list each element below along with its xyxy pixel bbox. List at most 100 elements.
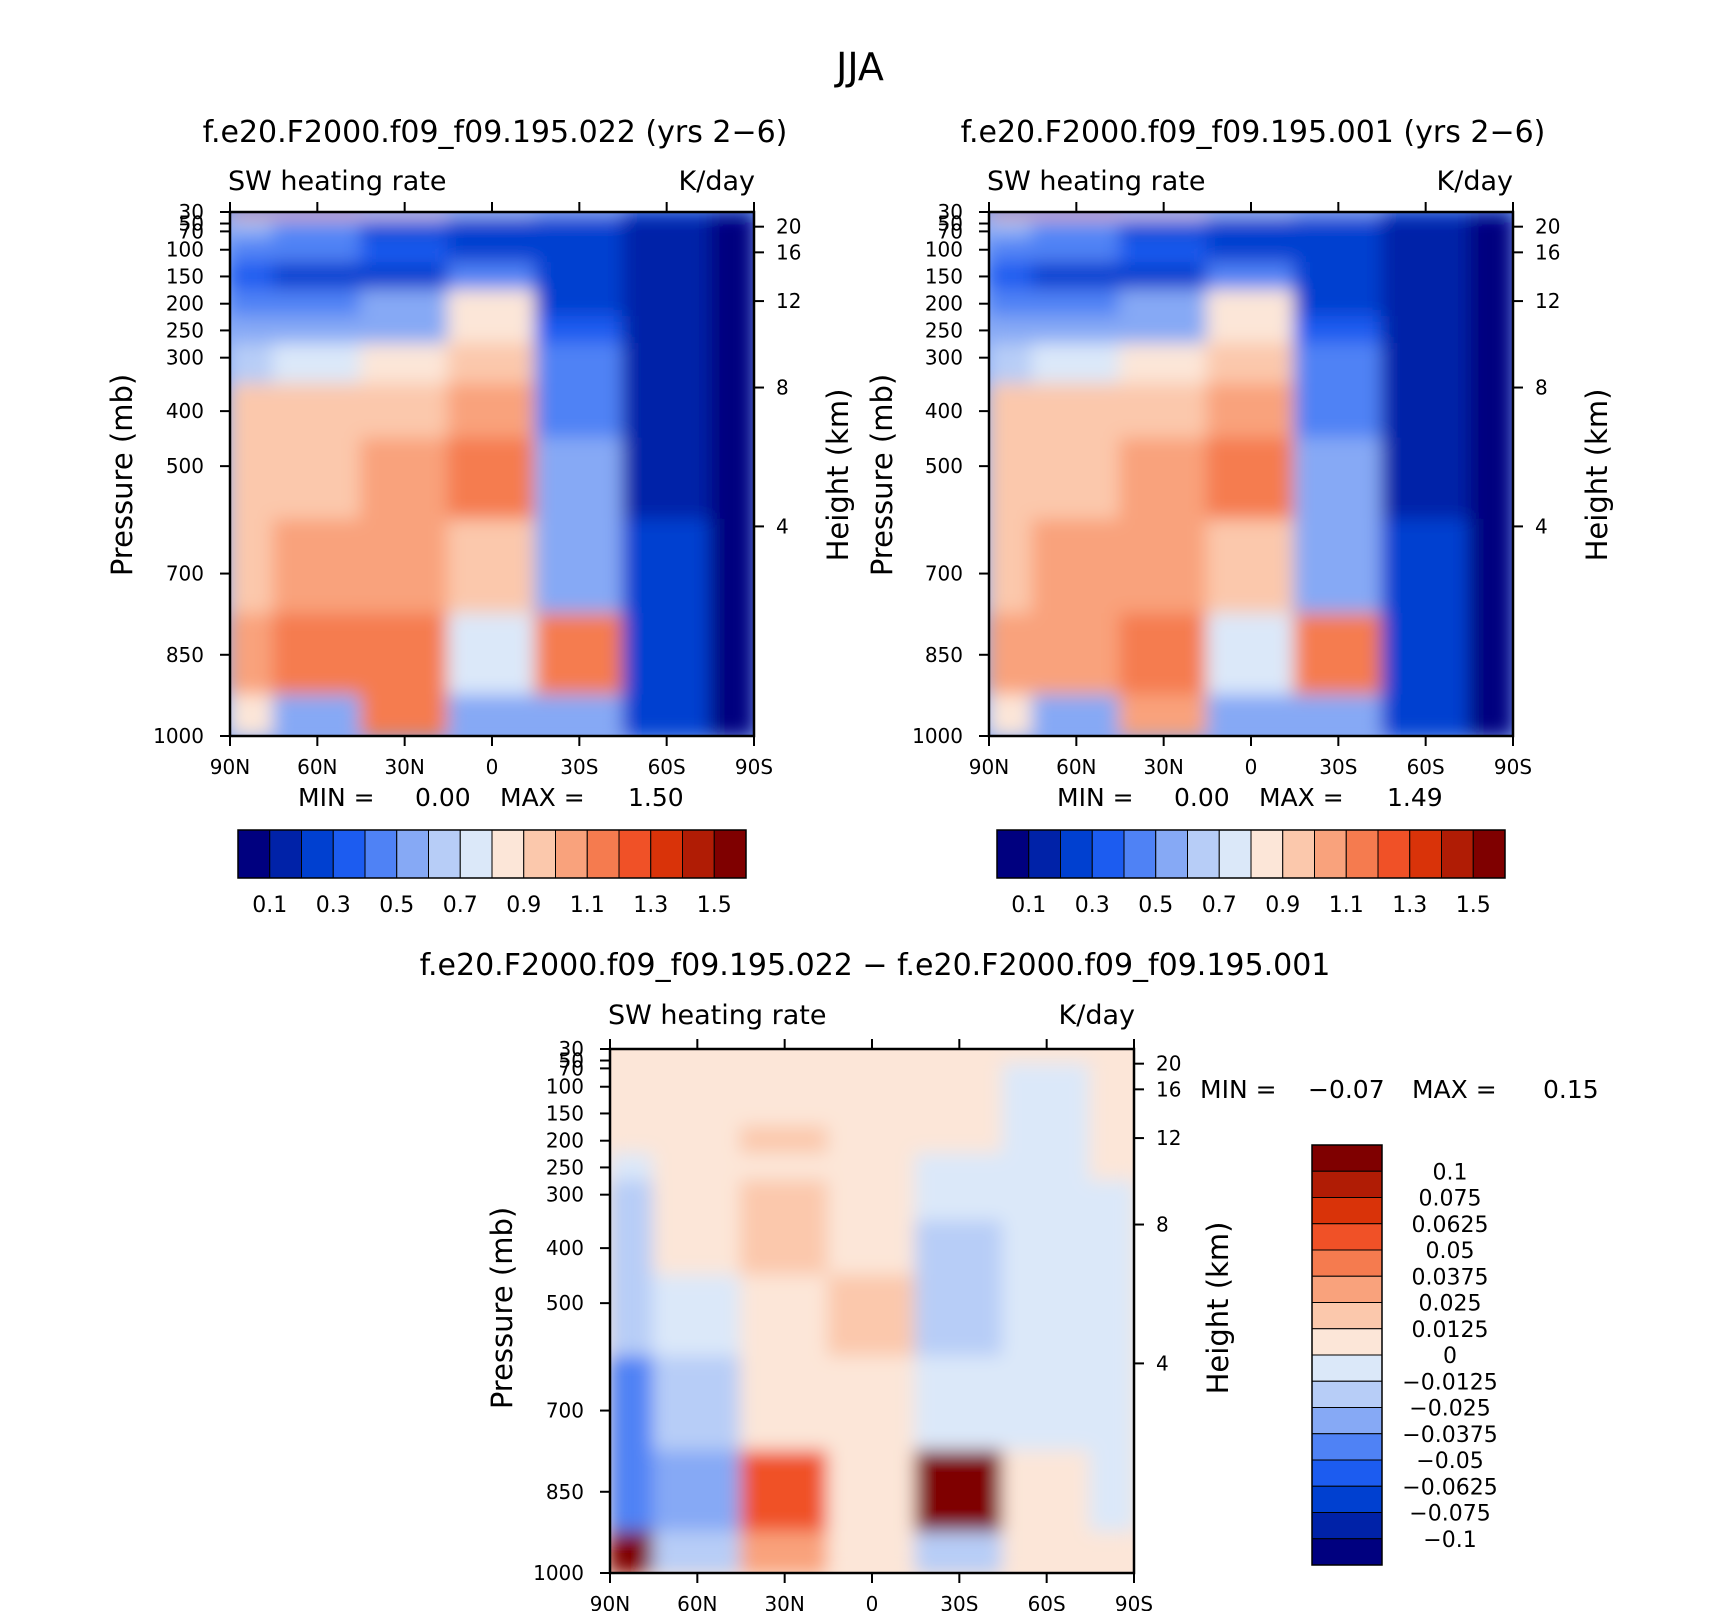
- x-tick-label: 90S: [735, 755, 773, 779]
- colorbar-swatch: [364, 829, 398, 879]
- heatmap-cell: [610, 1153, 655, 1183]
- heatmap-cell: [1381, 343, 1471, 386]
- height-tick-label: 12: [1535, 289, 1560, 313]
- y-tick-label: 300: [925, 346, 963, 370]
- heatmap-cell: [622, 694, 712, 736]
- x-tick-label: 90S: [1494, 755, 1532, 779]
- heatmap-cell: [230, 343, 275, 386]
- heatmap-cell: [1002, 1274, 1092, 1358]
- colorbar-label: 1.5: [697, 893, 732, 918]
- heatmap-cell: [1468, 212, 1513, 219]
- heatmap-cell: [652, 1180, 742, 1223]
- heatmap-cell: [989, 226, 1034, 242]
- y-tick-label: 400: [166, 399, 204, 423]
- colorbar-swatch: [1472, 829, 1506, 879]
- heatmap-cell: [1089, 1099, 1134, 1129]
- heatmap-cell: [709, 613, 754, 697]
- x-tick-label: 30S: [560, 755, 598, 779]
- heatmap-cell: [1002, 1531, 1092, 1573]
- heatmap-cell: [447, 437, 537, 521]
- panel-exp-001: f.e20.F2000.f09_f09.195.001 (yrs 2−6) SW…: [865, 115, 1614, 918]
- heatmap-cell: [740, 1153, 830, 1183]
- heatmap-cell: [1002, 1049, 1092, 1056]
- colorbar-label: −0.075: [1409, 1502, 1490, 1527]
- colorbar-label: 0.0625: [1412, 1213, 1489, 1238]
- heatmap-cell: [360, 518, 450, 616]
- heatmap-cell: [1206, 262, 1296, 292]
- heatmap-cell: [272, 316, 362, 346]
- heatmap-cell: [989, 613, 1034, 697]
- panel-title: f.e20.F2000.f09_f09.195.022 − f.e20.F200…: [420, 948, 1331, 983]
- panel-difference: f.e20.F2000.f09_f09.195.022 − f.e20.F200…: [420, 948, 1599, 1615]
- heatmap-cell: [622, 212, 712, 219]
- heatmap-cell: [1002, 1450, 1092, 1534]
- heatmap-cell: [610, 1099, 655, 1129]
- heatmap-cell: [360, 613, 450, 697]
- panel-exp-022: f.e20.F2000.f09_f09.195.022 (yrs 2−6) SW…: [105, 115, 855, 918]
- heatmap-cell: [1089, 1153, 1134, 1183]
- heatmap-cell: [1293, 613, 1383, 697]
- heatmap-cell: [827, 1274, 917, 1358]
- heatmap-cell: [622, 383, 712, 440]
- heatmap-cell: [1293, 216, 1383, 229]
- colorbar-swatch: [1311, 1170, 1383, 1198]
- x-tick-label: 90S: [1115, 1592, 1153, 1611]
- max-value: 1.50: [628, 783, 684, 812]
- x-tick-label: 90N: [210, 755, 250, 779]
- x-tick-label: 30S: [940, 1592, 978, 1611]
- heatmap-cell: [1002, 1063, 1092, 1079]
- colorbar-label: 1.3: [633, 893, 668, 918]
- heatmap-cell: [1468, 613, 1513, 697]
- heatmap-cell: [1468, 262, 1513, 292]
- heatmap-cell: [1381, 694, 1471, 736]
- heatmap-cell: [1468, 316, 1513, 346]
- heatmap-cell: [1089, 1049, 1134, 1056]
- heatmap-cell: [360, 343, 450, 386]
- height-tick-label: 16: [1156, 1077, 1181, 1101]
- colorbar-label: 0.5: [379, 893, 414, 918]
- heatmap-cell: [534, 316, 624, 346]
- heatmap-cell: [272, 518, 362, 616]
- x-tick-label: 60S: [1407, 755, 1445, 779]
- heatmap-cell: [1119, 437, 1209, 521]
- heatmap-cell: [1031, 239, 1121, 265]
- heatmap-cell: [914, 1076, 1004, 1102]
- heatmap-cell: [1206, 613, 1296, 697]
- y-tick-label: 250: [925, 318, 963, 342]
- heatmap-cell: [1089, 1063, 1134, 1079]
- heatmap-cell: [1206, 383, 1296, 440]
- y-tick-label: 700: [166, 562, 204, 586]
- heatmap-cell: [1031, 216, 1121, 229]
- heatmap-cell: [272, 343, 362, 386]
- colorbar-swatch: [1345, 829, 1379, 879]
- heatmap-cell: [230, 613, 275, 697]
- heatmap-cell: [652, 1274, 742, 1358]
- colorbar-swatch: [1311, 1223, 1383, 1251]
- x-tick-label: 90N: [590, 1592, 630, 1611]
- min-label: MIN =: [1200, 1075, 1277, 1104]
- heatmap-cell: [534, 216, 624, 229]
- heatmap-cell: [1002, 1126, 1092, 1156]
- heatmap-cell: [622, 216, 712, 229]
- heatmap-cell: [989, 694, 1034, 736]
- heatmap-cell: [610, 1126, 655, 1156]
- heatmap-cell: [740, 1450, 830, 1534]
- y-tick-label: 150: [925, 264, 963, 288]
- heatmap-cell: [534, 343, 624, 386]
- heatmap-cell: [827, 1220, 917, 1277]
- heatmap-cell: [622, 518, 712, 616]
- colorbar-swatch: [459, 829, 493, 879]
- height-tick-label: 8: [776, 376, 789, 400]
- colorbar-swatch: [1187, 829, 1220, 879]
- y-axis-label: Pressure (mb): [485, 1207, 519, 1409]
- heatmap-cell: [1293, 343, 1383, 386]
- heatmap-cell: [360, 694, 450, 736]
- colorbar-label: 0.9: [506, 893, 541, 918]
- heatmap-cell: [1293, 262, 1383, 292]
- heatmap-cell: [652, 1450, 742, 1534]
- heatmap-cell: [272, 383, 362, 440]
- y-tick-label: 200: [546, 1129, 584, 1153]
- heatmap-cell: [447, 212, 537, 219]
- heatmap-cell: [447, 316, 537, 346]
